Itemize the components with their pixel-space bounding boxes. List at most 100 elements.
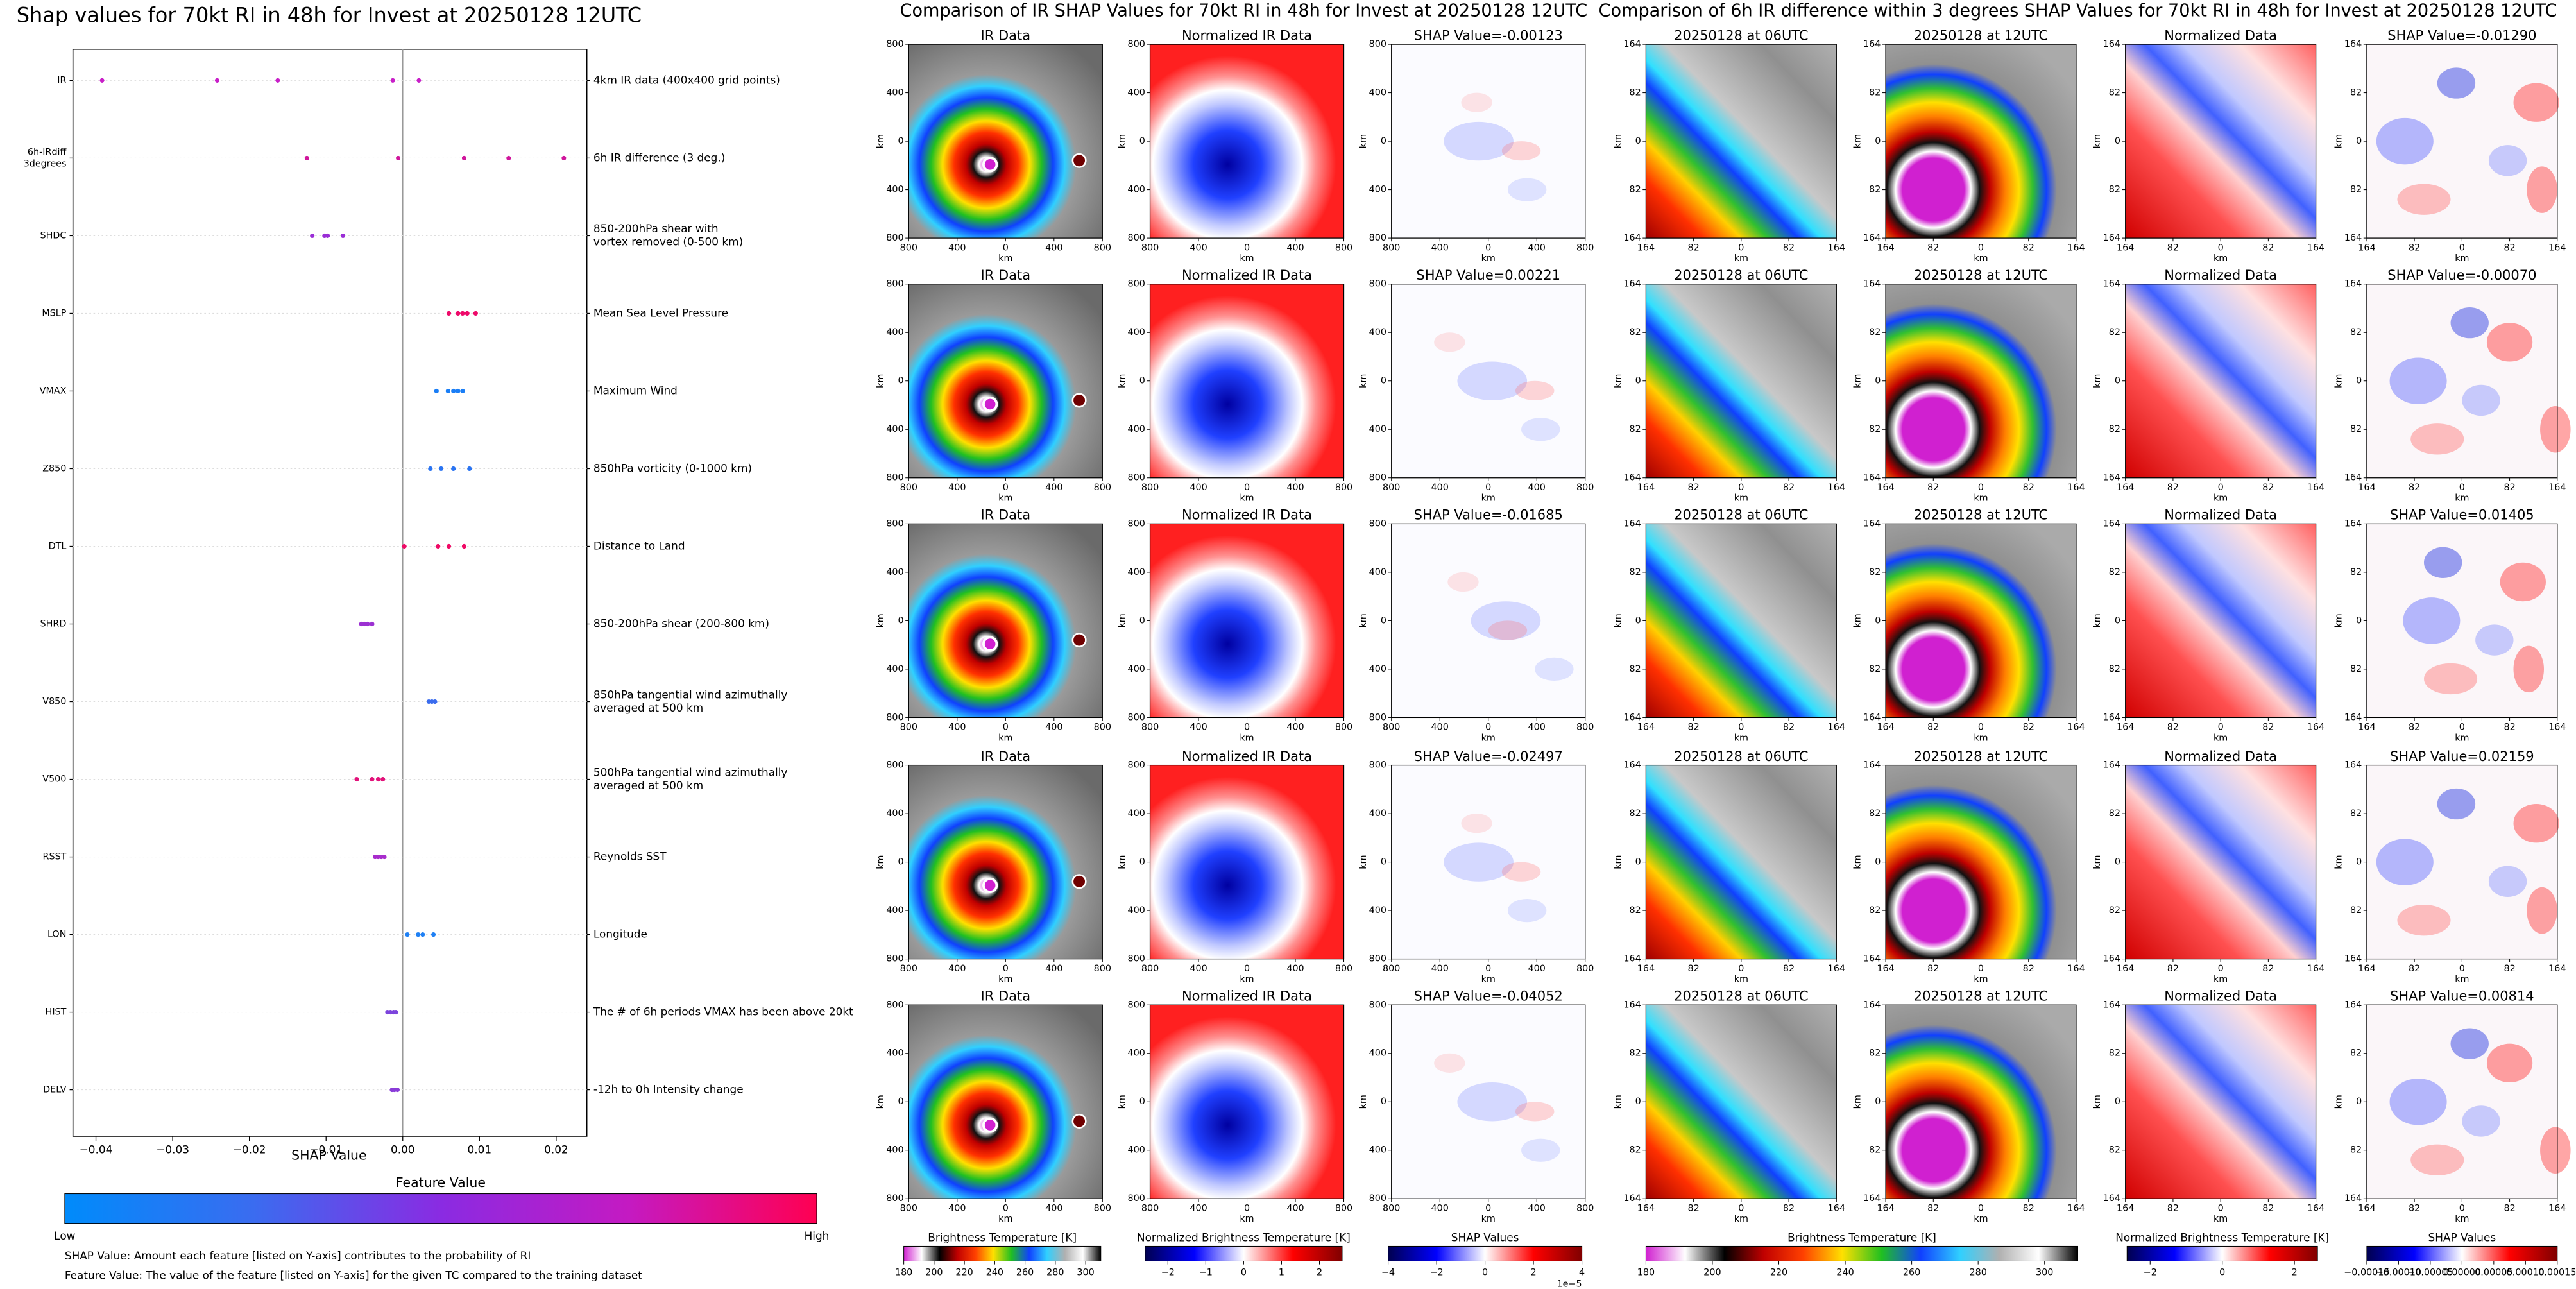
x-tick-label: 400 <box>1286 722 1304 733</box>
y-tick-label: 82 <box>1869 808 1881 819</box>
y-tick-label: 0 <box>898 376 904 386</box>
shap-point <box>445 388 450 394</box>
shap-point <box>354 776 359 782</box>
x-tick-label: 82 <box>2262 243 2274 253</box>
x-tick-label: 0 <box>1003 964 1009 974</box>
y-tick-label: 0 <box>2115 376 2120 386</box>
y-axis-label: km <box>1117 1095 1127 1109</box>
y-tick-label: 800 <box>886 39 903 49</box>
colorbar-label: Brightness Temperature [K] <box>1787 1231 1936 1244</box>
y-tick-label: 0 <box>1635 136 1641 146</box>
image-panel <box>1646 44 1837 239</box>
shap-point <box>310 233 315 239</box>
y-tick-label: 82 <box>2350 664 2362 674</box>
y-tick-label: 164 <box>1863 279 1881 289</box>
x-tick-label: 400 <box>1045 1204 1062 1214</box>
x-tick-label: 82 <box>1688 243 1700 253</box>
y-tick-label: 0 <box>898 615 904 626</box>
y-tick-label: 0 <box>1875 615 1881 626</box>
panel-title: IR Data <box>981 749 1030 764</box>
x-tick-label: 400 <box>1286 1204 1304 1214</box>
y-tick-label: 0 <box>2115 136 2120 146</box>
y-tick-label: 164 <box>2344 1193 2362 1204</box>
colorbar-tick-label: 180 <box>895 1267 912 1277</box>
x-tick-label: 164 <box>1637 964 1655 974</box>
y-tick-label: 800 <box>1369 712 1386 722</box>
x-tick-label: 82 <box>2409 964 2420 974</box>
y-tick-label: 400 <box>1369 88 1386 98</box>
colorbar-tick-label: 280 <box>1046 1267 1064 1277</box>
colorbar-tick-label: −2 <box>1161 1267 1175 1277</box>
storm-core <box>982 1117 998 1133</box>
x-tick-label: 400 <box>1431 964 1449 974</box>
image-panel <box>2125 765 2316 959</box>
y-tick-label: 400 <box>1369 1145 1386 1156</box>
x-tick-label: 800 <box>1141 722 1159 733</box>
y-tick-label: 800 <box>1369 1000 1386 1010</box>
y-axis-label: km <box>1613 134 1623 148</box>
y-tick-label: 82 <box>1630 424 1641 434</box>
y-tick-label: 800 <box>886 760 903 771</box>
shap-pattern <box>1535 657 1574 681</box>
panel-title: Normalized IR Data <box>1182 988 1312 1003</box>
x-axis-label: km <box>1481 1214 1496 1224</box>
x-tick-label: 0 <box>2459 243 2465 253</box>
y-tick-label: 82 <box>1630 567 1641 577</box>
y-axis-label: km <box>1613 374 1623 388</box>
y-tick-label: 0 <box>1635 1097 1641 1107</box>
colorbar-low: Low <box>54 1229 75 1242</box>
x-tick-label: 82 <box>1927 243 1939 253</box>
x-tick-label: 0 <box>1244 482 1250 493</box>
x-tick-label: 800 <box>1335 722 1352 733</box>
y-tick-label: 164 <box>2103 712 2120 722</box>
x-tick-label: 0 <box>1244 1204 1250 1214</box>
x-tick-label: 82 <box>2167 243 2179 253</box>
y-tick-label: 82 <box>2109 664 2120 674</box>
panel-title: 20250128 at 06UTC <box>1674 28 1808 43</box>
y-tick-label: 800 <box>1127 39 1145 49</box>
feature-label: DELV <box>43 1085 66 1095</box>
x-tick-label: 82 <box>1927 964 1939 974</box>
panel-title: Normalized IR Data <box>1182 749 1312 764</box>
x-tick-label: 800 <box>900 243 917 253</box>
shap-point <box>365 621 370 627</box>
panel-title: 20250128 at 12UTC <box>1914 508 2048 523</box>
y-tick-label: 164 <box>1863 712 1881 722</box>
shap-pattern <box>2540 406 2571 453</box>
y-tick-label: 400 <box>886 808 903 819</box>
y-tick-label: 0 <box>1139 1097 1145 1107</box>
y-axis-label: km <box>1613 613 1623 627</box>
x-tick-label: 400 <box>948 482 966 493</box>
x-tick-label: 0 <box>2459 482 2465 493</box>
y-tick-label: 0 <box>1381 136 1386 146</box>
x-tick-label: 164 <box>2307 482 2324 493</box>
x-tick-label: 164 <box>2548 964 2566 974</box>
y-tick-label: 400 <box>1127 567 1145 577</box>
x-tick-label: 82 <box>1688 964 1700 974</box>
y-tick-label: 164 <box>2103 473 2120 483</box>
x-tick-label: 0 <box>1003 482 1009 493</box>
shap-pattern <box>2437 788 2476 820</box>
shap-point <box>393 1010 398 1015</box>
y-tick-label: 82 <box>2350 88 2362 98</box>
shap-point <box>375 776 381 782</box>
y-tick-label: 82 <box>2109 567 2120 577</box>
x-tick-label: 164 <box>2307 722 2324 733</box>
x-axis-label: km <box>2455 975 2469 985</box>
x-axis-label: km <box>2213 733 2228 743</box>
colorbar-tick-label: 4 <box>1579 1267 1585 1277</box>
y-tick-label: 800 <box>1127 1000 1145 1010</box>
colorbar-label: SHAP Values <box>2428 1231 2496 1244</box>
y-tick-label: 400 <box>1369 664 1386 674</box>
colorbar-label: Normalized Brightness Temperature [K] <box>2115 1231 2329 1244</box>
y-tick-label: 82 <box>1869 1048 1881 1059</box>
feature-description: 850-200hPa shear (200-800 km) <box>593 617 769 630</box>
shap-pattern <box>2488 145 2527 176</box>
y-tick-label: 164 <box>1863 760 1881 771</box>
y-tick-label: 82 <box>1869 567 1881 577</box>
y-tick-label: 400 <box>1369 185 1386 195</box>
image-panel <box>908 44 1103 239</box>
image-panel <box>1391 284 1585 478</box>
image-panel <box>908 284 1103 478</box>
shap-pattern <box>2488 866 2527 897</box>
